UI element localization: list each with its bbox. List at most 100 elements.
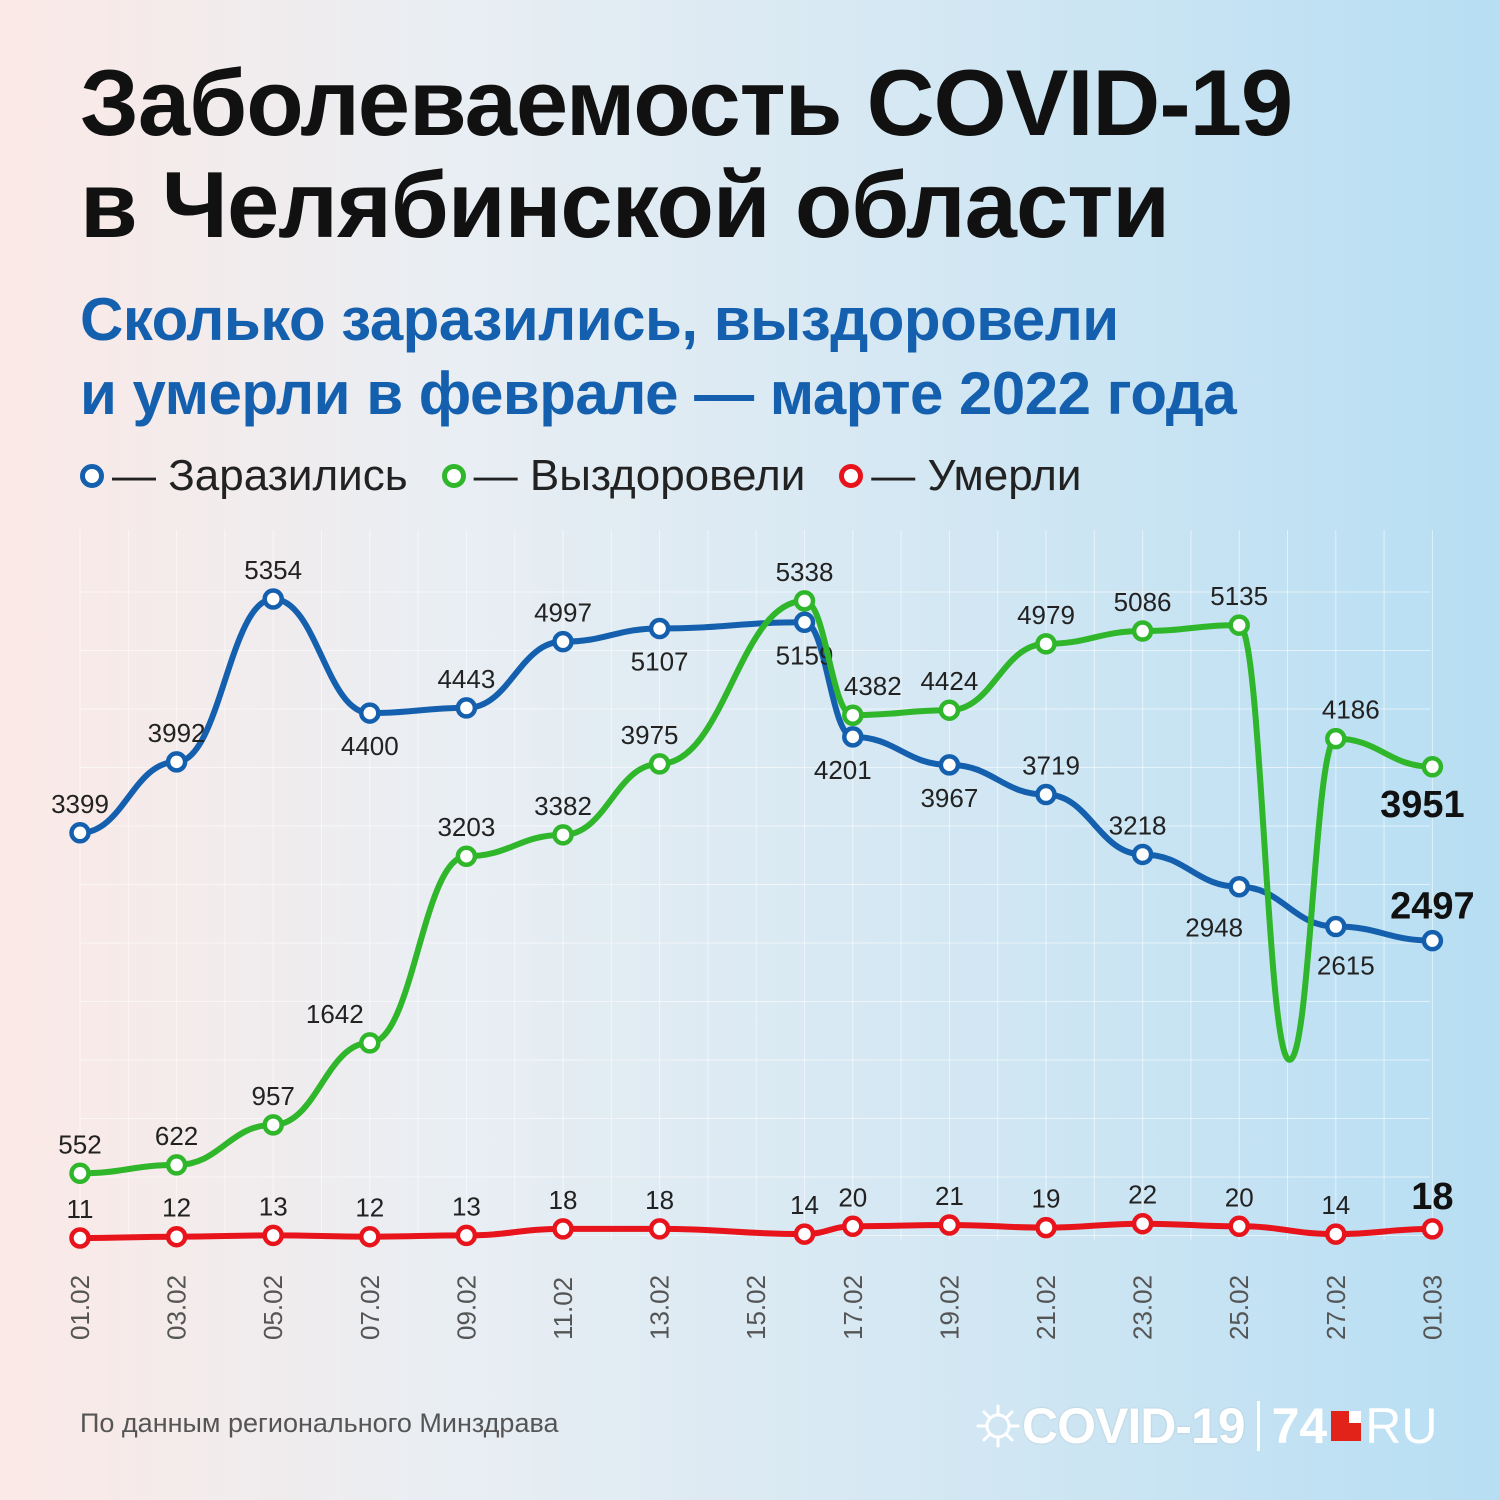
data-point-deaths [552,1218,574,1240]
x-tick-label: 23.02 [1128,1275,1158,1340]
data-point-infected [1035,783,1057,806]
series-line-deaths [77,1220,1436,1241]
data-point-deaths [1228,1215,1250,1238]
data-point-deaths [938,1214,961,1236]
data-label-deaths: 14 [1321,1190,1350,1220]
data-label-deaths: 13 [259,1191,288,1221]
data-point-recovered [793,590,816,612]
data-label-recovered: 552 [58,1129,101,1159]
data-point-deaths [165,1225,188,1248]
series-deaths: 11 12 13 12 13 18 18 14 20 21 19 22 20 14 18 [67,1176,1454,1249]
logo-ru-text: RU [1365,1398,1438,1454]
data-label-deaths: 20 [838,1182,867,1212]
data-label-infected: 2497 [1390,886,1475,928]
legend-marker-recovered [441,464,466,488]
brand-logo: COVID-19 74 RU [976,1393,1437,1459]
data-label-deaths: 19 [1032,1184,1061,1214]
virus-icon [976,1404,1020,1448]
data-point-infected [359,702,381,724]
data-point-recovered [648,753,671,775]
logo-divider [1256,1401,1260,1451]
data-label-infected: 5354 [244,555,302,585]
x-tick-label: 01.03 [1417,1275,1447,1340]
logo-red-square-icon [1331,1411,1362,1441]
data-label-deaths: 21 [935,1181,964,1211]
data-point-recovered [69,1162,91,1185]
data-point-deaths [1421,1218,1444,1240]
data-label-recovered: 3382 [534,791,592,821]
data-point-infected [648,617,671,640]
x-tick-label: 15.02 [741,1275,771,1340]
title-line-2: в Челябинской области [80,152,1170,257]
data-label-infected: 2615 [1317,951,1375,981]
x-tick-label: 25.02 [1224,1275,1254,1340]
x-axis-ticks: 01.02 03.02 05.02 07.02 09.02 11.02 13.02 15.02… [65,1275,1447,1340]
data-point-recovered [262,1114,284,1136]
data-label-infected: 3719 [1022,751,1080,781]
data-point-deaths [262,1224,284,1247]
data-point-infected [455,697,478,719]
data-label-infected: 4443 [437,664,495,694]
data-point-infected [842,726,864,748]
data-label-recovered: 3975 [621,720,679,750]
data-label-deaths: 20 [1225,1182,1254,1212]
data-label-recovered: 3951 [1380,784,1465,826]
data-point-recovered [1421,756,1444,778]
data-label-recovered: 622 [155,1121,198,1151]
data-label-infected: 3967 [920,783,978,813]
data-point-deaths [359,1225,381,1248]
data-label-infected: 4400 [341,731,399,761]
x-tick-label: 05.02 [258,1275,288,1340]
data-label-recovered: 4382 [844,671,902,701]
source-note: По данным регионального Минздрава [80,1408,559,1438]
data-point-infected [552,630,574,653]
data-label-recovered: 5135 [1210,581,1268,611]
data-label-infected: 4997 [534,598,592,628]
legend-marker-deaths [839,464,864,488]
data-point-infected [1228,875,1250,898]
data-label-recovered: 4979 [1017,600,1075,630]
data-label-recovered: 1642 [306,999,364,1029]
legend-label-deaths: — Умерли [871,451,1082,500]
data-point-recovered [552,824,574,846]
data-label-recovered: 957 [252,1081,295,1111]
data-point-infected [793,611,816,634]
x-tick-label: 07.02 [355,1275,385,1340]
data-point-deaths [1325,1223,1347,1245]
data-label-infected: 3992 [148,718,206,748]
data-label-infected: 5107 [631,647,689,677]
data-point-infected [1421,929,1444,952]
data-point-recovered [938,699,961,721]
data-point-recovered [1131,620,1154,642]
page-title: Заболеваемость COVID-19 в Челябинской об… [80,52,1293,257]
data-point-infected [165,751,188,773]
data-label-deaths: 13 [452,1191,481,1221]
data-label-deaths: 12 [355,1193,384,1223]
data-point-infected [1131,843,1154,866]
data-point-infected [1325,915,1347,938]
data-point-deaths [455,1224,478,1247]
subtitle-line-1: Сколько заразились, выздоровели [80,286,1119,353]
data-label-infected: 3218 [1109,810,1167,840]
legend-marker-infected [80,464,104,488]
x-tick-label: 01.02 [65,1275,95,1340]
data-label-deaths: 18 [549,1185,578,1215]
data-point-deaths [842,1215,864,1238]
data-label-recovered: 3203 [437,812,495,842]
data-point-recovered [842,704,864,726]
logo-number-text: 74 [1271,1398,1328,1454]
data-label-recovered: 4424 [920,666,978,696]
x-tick-label: 27.02 [1321,1275,1351,1340]
page-subtitle: Сколько заразились, выздоровели и умерли… [80,283,1237,431]
data-point-deaths [793,1223,816,1245]
legend-item-recovered: — Выздоровели [441,451,805,501]
data-label-deaths: 14 [790,1190,819,1220]
x-tick-label: 19.02 [934,1275,964,1340]
data-label-recovered: 4186 [1322,695,1380,725]
data-point-deaths [1131,1212,1154,1235]
data-label-deaths: 11 [67,1194,94,1224]
data-point-recovered [165,1154,188,1176]
data-point-deaths [648,1218,671,1240]
